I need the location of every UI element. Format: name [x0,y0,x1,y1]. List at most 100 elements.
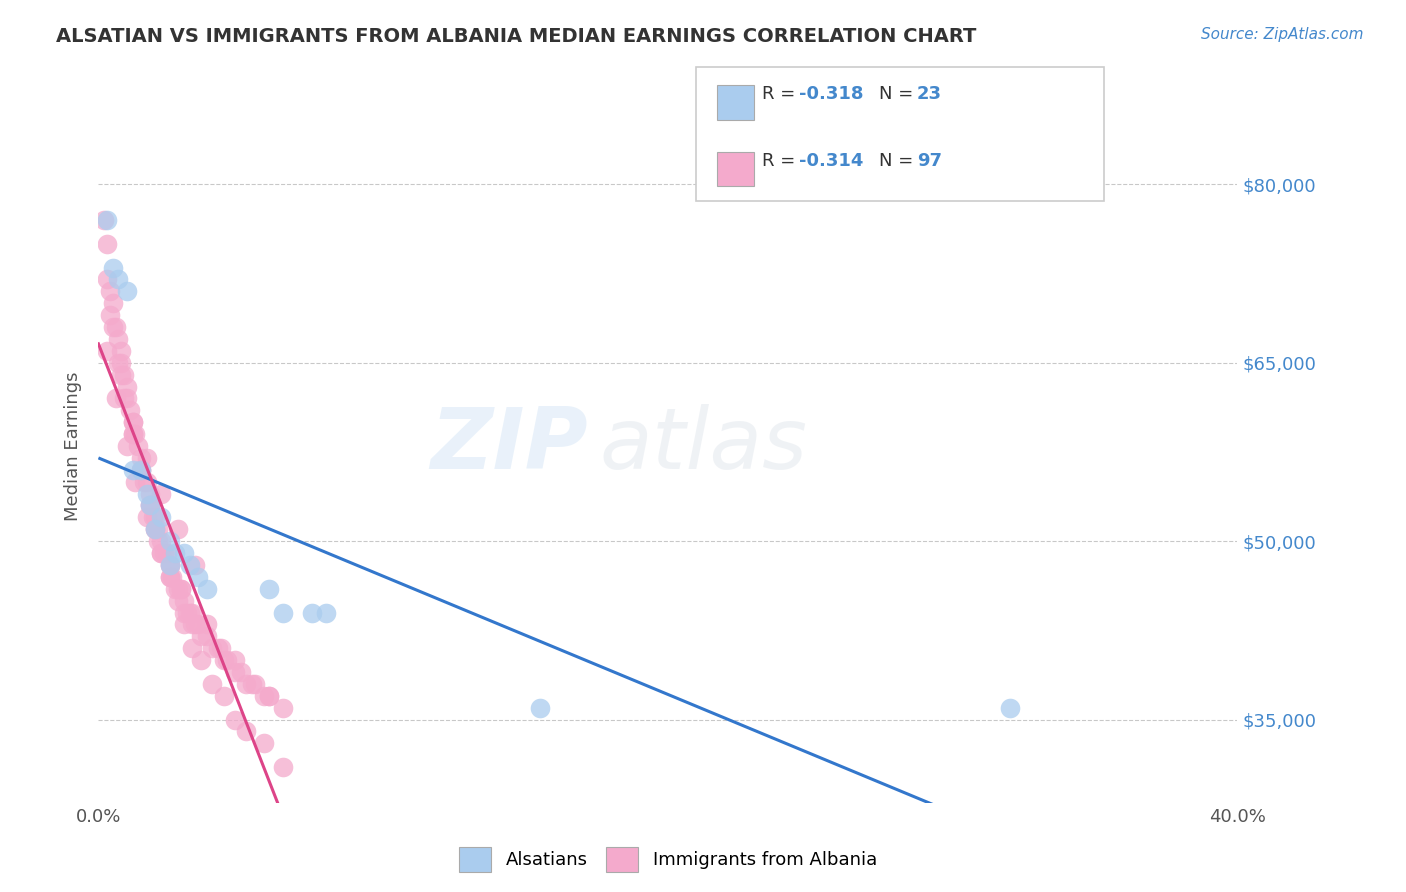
Point [129,450,152,465]
Point [107,272,129,286]
Point [179,606,201,620]
Point [273,606,295,620]
Point [273,760,295,774]
Point [121,415,143,429]
Point [179,558,201,572]
Point [176,606,198,620]
Point [93,213,115,227]
Point [98,308,121,322]
Point [96,213,118,227]
Point [156,546,179,560]
Point [187,617,209,632]
Point [259,689,281,703]
Point [224,653,246,667]
Point [187,570,209,584]
Point [148,534,170,549]
Point [167,593,190,607]
Point [167,582,190,596]
Point [529,700,551,714]
Point [190,629,212,643]
Point [150,510,173,524]
Point [190,653,212,667]
Point [195,629,218,643]
Text: Source: ZipAtlas.com: Source: ZipAtlas.com [1201,27,1364,42]
Text: -0.314: -0.314 [799,152,863,170]
Point [212,689,235,703]
Point [195,582,218,596]
Point [96,272,118,286]
Point [110,368,132,382]
Point [129,463,152,477]
Point [145,522,167,536]
Point [159,558,181,572]
Point [138,499,160,513]
Point [159,570,181,584]
Point [201,677,224,691]
Point [121,427,143,442]
Point [150,534,173,549]
Point [195,617,218,632]
Point [135,450,157,465]
Point [129,463,152,477]
Text: R =: R = [762,85,801,103]
Point [115,285,138,299]
Point [135,510,157,524]
Point [165,546,187,560]
Point [145,522,167,536]
Point [224,713,246,727]
Point [135,475,157,489]
Point [259,689,281,703]
Text: atlas: atlas [599,404,807,488]
Point [96,236,118,251]
Point [315,606,337,620]
Point [235,724,257,739]
Point [240,677,263,691]
Point [104,392,127,406]
Point [115,439,138,453]
Point [101,320,124,334]
Point [162,570,184,584]
Point [252,736,274,750]
Point [252,689,274,703]
Point [998,700,1021,714]
Point [181,641,204,656]
Point [110,356,132,370]
Point [207,641,229,656]
Point [112,368,135,382]
Point [159,534,181,549]
Point [201,641,224,656]
Point [112,392,135,406]
Point [127,439,149,453]
Text: R =: R = [762,152,801,170]
Point [173,606,195,620]
Text: -0.318: -0.318 [799,85,863,103]
Point [121,463,143,477]
Text: N =: N = [879,85,918,103]
Point [145,510,167,524]
Point [209,641,232,656]
Point [184,617,207,632]
Point [110,343,132,358]
Point [150,546,173,560]
Point [212,653,235,667]
Point [124,475,146,489]
Text: ALSATIAN VS IMMIGRANTS FROM ALBANIA MEDIAN EARNINGS CORRELATION CHART: ALSATIAN VS IMMIGRANTS FROM ALBANIA MEDI… [56,27,977,45]
Point [141,510,163,524]
Point [273,700,295,714]
Text: 97: 97 [917,152,942,170]
Point [159,558,181,572]
Point [159,570,181,584]
Point [170,582,193,596]
Point [107,356,129,370]
Point [129,463,152,477]
Point [138,499,160,513]
Point [215,653,238,667]
Point [167,522,190,536]
Point [135,486,157,500]
Y-axis label: Median Earnings: Median Earnings [65,371,83,521]
Point [181,606,204,620]
Point [170,582,193,596]
Point [115,392,138,406]
Point [224,665,246,679]
Point [259,582,281,596]
